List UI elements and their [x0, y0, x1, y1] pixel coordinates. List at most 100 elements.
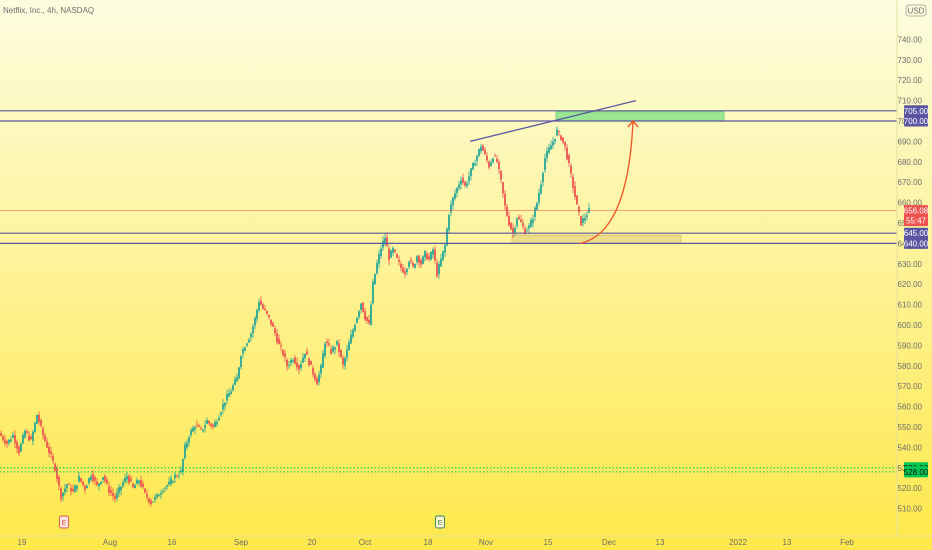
candle-body	[236, 376, 238, 382]
candle-body	[510, 223, 512, 230]
trendline	[469, 99, 637, 143]
candle-body	[406, 268, 408, 272]
candle-body	[416, 256, 418, 263]
candle-body	[304, 353, 306, 359]
candle-body	[326, 341, 328, 344]
bar-countdown: 55:47	[906, 217, 927, 226]
candle-body	[438, 264, 440, 274]
candle-body	[126, 476, 128, 480]
candle-body	[474, 163, 476, 166]
candle-body	[182, 459, 184, 472]
candle-body	[56, 467, 58, 480]
candle-body	[32, 431, 34, 442]
candle-body	[162, 491, 164, 493]
candle-body	[242, 349, 244, 354]
candle-body	[468, 176, 470, 182]
candle-body	[24, 430, 26, 438]
level-tag: 645.00	[904, 229, 929, 238]
candle-body	[244, 347, 246, 351]
candle-body	[214, 421, 216, 427]
candle-body	[532, 219, 534, 224]
candle-body	[52, 456, 54, 461]
candle-body	[136, 479, 138, 485]
candle-body	[536, 202, 538, 210]
candle-body	[584, 217, 586, 221]
candle-body	[238, 367, 240, 379]
currency-badge[interactable]: USD	[905, 4, 927, 17]
candle-body	[172, 481, 174, 483]
candle-body	[142, 483, 144, 488]
price-tick-label: 580.00	[898, 362, 923, 371]
candle-body	[98, 483, 100, 487]
candle-body	[140, 480, 142, 487]
candle-body	[168, 481, 170, 485]
candle-body	[578, 206, 580, 213]
candle-body	[564, 141, 566, 147]
candle-body	[104, 475, 106, 482]
candle-body	[94, 477, 96, 481]
candle-body	[546, 150, 548, 158]
candle-body	[200, 427, 202, 429]
candle-body	[392, 247, 394, 253]
candle-body	[44, 435, 46, 441]
candle-body	[470, 168, 472, 177]
candle-body	[206, 420, 208, 424]
candle-body	[352, 329, 354, 337]
candle-body	[432, 249, 434, 255]
time-tick-label: 19	[18, 538, 27, 547]
candle-body	[522, 223, 524, 227]
candle-body	[452, 197, 454, 206]
candle-body	[442, 251, 444, 260]
time-axis[interactable]: 19 Aug 16 Sep 20 Oct 18 Nov 15 Dec 13 2022 13 Feb	[18, 538, 855, 547]
candle-body	[272, 322, 274, 327]
candle-body	[350, 334, 352, 344]
candle-body	[428, 256, 430, 260]
candle-body	[216, 421, 218, 425]
candle-body	[186, 442, 188, 448]
candle-body	[494, 155, 496, 157]
time-tick-label: Aug	[103, 538, 117, 547]
price-tick-label: 680.00	[898, 158, 923, 167]
time-tick-label: 15	[544, 538, 553, 547]
candle-body	[548, 147, 550, 153]
candle-body	[72, 489, 74, 492]
candle-body	[540, 184, 542, 194]
candle-body	[462, 178, 464, 183]
candle-body	[264, 308, 266, 311]
time-tick-label: 2022	[729, 538, 747, 547]
candle-body	[394, 249, 396, 253]
candle-body	[414, 264, 416, 268]
symbol-title: Netflix, Inc., 4h, NASDAQ	[3, 6, 94, 15]
candle-body	[288, 365, 290, 366]
candle-body	[132, 483, 134, 488]
candle-body	[60, 488, 62, 500]
candle-body	[306, 351, 308, 355]
candle-body	[440, 258, 442, 267]
candle-body	[318, 374, 320, 383]
candle-body	[218, 417, 220, 421]
candle-body	[308, 358, 310, 366]
candle-body	[320, 365, 322, 374]
candle-body	[62, 492, 64, 497]
candle-body	[78, 475, 80, 482]
candle-body	[286, 359, 288, 367]
candle-body	[448, 215, 450, 231]
time-tick-label: Nov	[479, 538, 493, 547]
candle-body	[198, 425, 200, 427]
candle-body	[266, 311, 268, 314]
candle-body	[48, 446, 50, 453]
candle-body	[344, 357, 346, 366]
candle-body	[146, 494, 148, 498]
candle-body	[370, 304, 372, 325]
candle-body	[208, 420, 210, 424]
candle-body	[576, 195, 578, 205]
candle-body	[100, 481, 102, 485]
level-tag-bg	[904, 227, 928, 239]
candle-body	[534, 207, 536, 217]
candle-body	[204, 425, 206, 429]
candle-body	[196, 424, 198, 426]
candle-body	[2, 436, 4, 440]
candle-body	[466, 183, 468, 187]
candle-body	[222, 404, 224, 410]
